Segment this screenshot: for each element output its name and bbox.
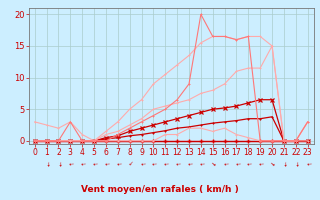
Text: →: → [209,161,216,167]
Text: ↙: ↙ [304,161,311,167]
Text: ↙: ↙ [150,161,157,167]
Text: ↙: ↙ [115,161,121,167]
Text: →: → [269,161,276,167]
Text: ↙: ↙ [197,161,204,167]
Text: ↙: ↙ [138,161,145,167]
Text: ↓: ↓ [126,161,133,167]
Text: ↙: ↙ [174,161,180,167]
Text: Vent moyen/en rafales ( km/h ): Vent moyen/en rafales ( km/h ) [81,185,239,194]
Text: ↙: ↙ [102,161,109,167]
Text: ↙: ↙ [67,161,74,167]
Text: ↘: ↘ [281,161,287,167]
Text: ↙: ↙ [162,161,169,167]
Text: ↙: ↙ [79,161,85,167]
Text: ↙: ↙ [233,161,240,167]
Text: ↘: ↘ [43,161,50,167]
Text: ↙: ↙ [245,161,252,167]
Text: ↙: ↙ [257,161,264,167]
Text: ↙: ↙ [221,161,228,167]
Text: ↘: ↘ [292,161,299,167]
Text: ↘: ↘ [55,161,62,167]
Text: ↙: ↙ [186,161,192,167]
Text: ↙: ↙ [91,161,98,167]
